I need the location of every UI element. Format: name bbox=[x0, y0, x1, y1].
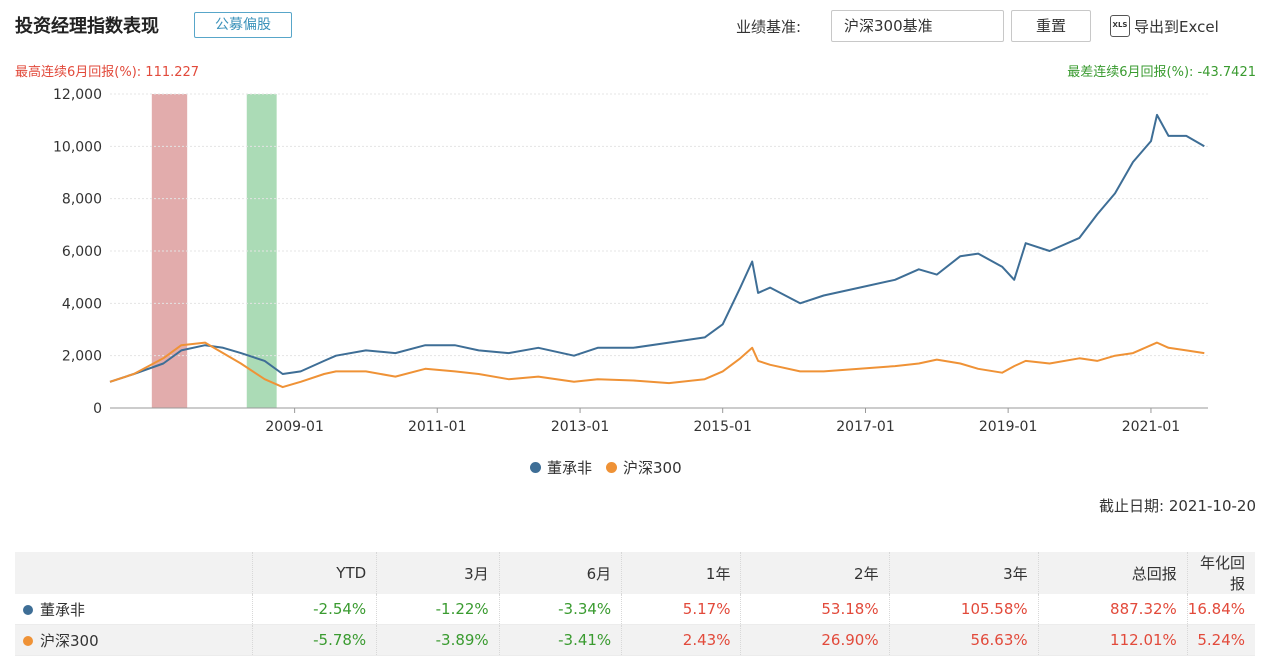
best-period-band bbox=[151, 94, 188, 408]
as-of-label: 截止日期: bbox=[1098, 497, 1165, 515]
x-tick-label: 2017-01 bbox=[836, 419, 895, 435]
legend-manager-label: 董承非 bbox=[547, 459, 593, 477]
series-line-manager bbox=[109, 113, 1205, 383]
x-tick-label: 2011-01 bbox=[408, 419, 467, 435]
benchmark-label: 业绩基准: bbox=[736, 18, 802, 36]
row-name-cell: 沪深300 bbox=[15, 625, 252, 656]
toolbar: 投资经理指数表现 公募偏股 业绩基准: 沪深300基准 重置 XLS 导出到Ex… bbox=[0, 0, 1266, 55]
y-tick-label: 2,000 bbox=[62, 349, 102, 365]
y-tick-label: 4,000 bbox=[62, 296, 102, 312]
table-row: 董承非 -2.54% -1.22% -3.34% 5.17% 53.18% 10… bbox=[15, 594, 1255, 625]
performance-chart-svg: 0 2,000 4,000 6,000 8,000 10,000 12,000 2009-01… bbox=[53, 87, 1208, 435]
table-cell: 56.63% bbox=[888, 624, 1039, 656]
export-label: 导出到Excel bbox=[1134, 17, 1219, 36]
benchmark-select[interactable]: 沪深300基准 bbox=[831, 10, 1004, 42]
table-cell: 112.01% bbox=[1037, 624, 1188, 656]
table-cell: -3.34% bbox=[498, 594, 622, 625]
table-header-row: YTD 3月 6月 1年 2年 3年 总回报 年化回报 bbox=[15, 552, 1255, 594]
table-cell: 5.24% bbox=[1186, 624, 1255, 656]
best-6m-return: 最高连续6月回报(%): 111.227 bbox=[15, 61, 199, 80]
table-cell: -1.22% bbox=[376, 594, 500, 625]
export-excel-button[interactable]: XLS 导出到Excel bbox=[1110, 14, 1219, 38]
category-tag[interactable]: 公募偏股 bbox=[194, 12, 292, 38]
legend-item-index[interactable]: 沪深300 bbox=[606, 457, 682, 478]
table-header-cell: 1年 bbox=[621, 552, 741, 594]
reset-button[interactable]: 重置 bbox=[1011, 10, 1091, 42]
worst-6m-value: -43.7421 bbox=[1197, 65, 1256, 80]
table-header-cell: 2年 bbox=[740, 552, 890, 594]
x-tick-label: 2019-01 bbox=[979, 419, 1038, 435]
table-cell: -3.41% bbox=[498, 624, 622, 656]
row-name-cell: 董承非 bbox=[15, 594, 252, 625]
legend-index-label: 沪深300 bbox=[623, 459, 682, 477]
x-tick-label: 2009-01 bbox=[265, 419, 324, 435]
legend-index-dot bbox=[606, 462, 618, 473]
table-header-cell: 3月 bbox=[376, 552, 500, 594]
chart-legend: 董承非 沪深300 bbox=[530, 457, 682, 478]
legend-manager-dot bbox=[530, 462, 541, 473]
y-tick-label: 8,000 bbox=[62, 192, 102, 208]
as-of-date: 截止日期: 2021-10-20 bbox=[1099, 495, 1256, 516]
table-cell: 887.32% bbox=[1037, 594, 1188, 625]
table-header-cell: 6月 bbox=[498, 552, 622, 594]
as-of-value: 2021-10-20 bbox=[1168, 497, 1256, 515]
table-header-name bbox=[15, 552, 252, 594]
table-header-cell: 总回报 bbox=[1037, 552, 1188, 594]
xls-file-icon: XLS bbox=[1110, 15, 1130, 37]
worst-6m-return: 最差连续6月回报(%): -43.7421 bbox=[1067, 61, 1256, 80]
table-cell: -5.78% bbox=[251, 624, 377, 656]
x-tick-label: 2021-01 bbox=[1122, 419, 1181, 435]
best-6m-value: 111.227 bbox=[145, 65, 200, 80]
x-tick-label: 2015-01 bbox=[693, 419, 752, 435]
table-cell: 26.90% bbox=[740, 624, 890, 656]
worst-6m-label: 最差连续6月回报(%): bbox=[1067, 65, 1194, 80]
best-6m-label: 最高连续6月回报(%): bbox=[15, 65, 142, 80]
x-tick-label: 2013-01 bbox=[551, 419, 610, 435]
table-cell: 16.84% bbox=[1186, 594, 1255, 625]
table-cell: 53.18% bbox=[740, 594, 890, 625]
table-header-cell: 3年 bbox=[888, 552, 1039, 594]
legend-item-manager[interactable]: 董承非 bbox=[530, 457, 592, 478]
table-row: 沪深300 -5.78% -3.89% -3.41% 2.43% 26.90% … bbox=[15, 624, 1255, 656]
y-tick-label: 12,000 bbox=[53, 87, 102, 103]
row-dot-manager bbox=[23, 604, 33, 615]
y-tick-label: 6,000 bbox=[62, 244, 102, 260]
series-line-index bbox=[109, 341, 1205, 389]
table-header-cell: 年化回报 bbox=[1186, 552, 1255, 594]
page-title: 投资经理指数表现 bbox=[15, 16, 159, 37]
table-cell: 105.58% bbox=[888, 594, 1039, 625]
table-cell: 2.43% bbox=[621, 624, 741, 656]
table-cell: -3.89% bbox=[376, 624, 500, 656]
row-name: 董承非 bbox=[40, 600, 86, 619]
table-cell: -2.54% bbox=[251, 594, 377, 625]
row-name: 沪深300 bbox=[40, 631, 99, 650]
table-cell: 5.17% bbox=[621, 594, 741, 625]
y-tick-label: 10,000 bbox=[53, 139, 102, 155]
row-dot-index bbox=[23, 635, 33, 646]
table-header-cell: YTD bbox=[251, 552, 377, 594]
performance-table: YTD 3月 6月 1年 2年 3年 总回报 年化回报 董承非 -2.54% -… bbox=[15, 552, 1255, 656]
y-tick-label: 0 bbox=[93, 401, 102, 417]
performance-chart[interactable]: 0 2,000 4,000 6,000 8,000 10,000 12,000 2009-01… bbox=[0, 80, 1266, 440]
